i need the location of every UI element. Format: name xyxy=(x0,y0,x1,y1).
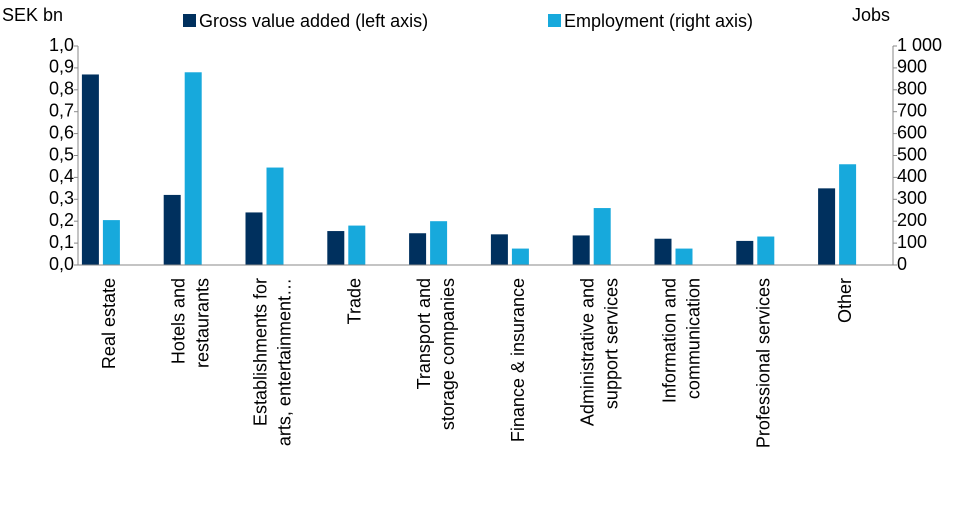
y-tick-label: 1,0 xyxy=(49,35,74,55)
y-tick-label: 0,4 xyxy=(49,166,74,186)
y2-tick-label: 0 xyxy=(897,254,907,274)
bar xyxy=(327,231,345,265)
legend-swatch xyxy=(548,14,561,27)
bar xyxy=(163,194,181,265)
y-axis-title: SEK bn xyxy=(2,5,63,25)
y2-tick-label: 400 xyxy=(897,166,927,186)
bar xyxy=(572,235,590,265)
y-tick-label: 0,6 xyxy=(49,122,74,142)
x-tick-label: Professional services xyxy=(753,278,773,448)
bar xyxy=(593,208,611,265)
y2-tick-label: 700 xyxy=(897,100,927,120)
bar xyxy=(736,240,754,265)
y2-axis-title: Jobs xyxy=(852,5,890,25)
y2-tick-label: 500 xyxy=(897,144,927,164)
x-tick-label: Real estate xyxy=(99,278,119,369)
legend-swatch xyxy=(183,14,196,27)
bar xyxy=(818,188,836,265)
y-tick-label: 0,3 xyxy=(49,188,74,208)
bar xyxy=(490,234,508,265)
y-tick-label: 0,1 xyxy=(49,232,74,252)
y-tick-label: 0,8 xyxy=(49,79,74,99)
x-tick-label: Establishments for arts, entertainment… xyxy=(250,278,294,446)
bar xyxy=(654,238,672,265)
x-tick-label: Administrative and support services xyxy=(577,278,621,426)
bar xyxy=(511,248,529,265)
x-tick-label: Transport and storage companies xyxy=(414,278,458,430)
bar xyxy=(184,72,202,265)
bar xyxy=(757,236,775,265)
y2-tick-label: 1 000 xyxy=(897,35,942,55)
y2-tick-label: 900 xyxy=(897,57,927,77)
y2-tick-label: 600 xyxy=(897,122,927,142)
legend-label: Gross value added (left axis) xyxy=(199,11,428,31)
y-tick-label: 0,0 xyxy=(49,254,74,274)
y-tick-label: 0,5 xyxy=(49,144,74,164)
y-tick-label: 0,9 xyxy=(49,57,74,77)
bar xyxy=(266,167,284,265)
bar xyxy=(409,233,427,265)
x-tick-label: Trade xyxy=(344,278,364,324)
bar xyxy=(245,212,263,265)
legend-label: Employment (right axis) xyxy=(564,11,753,31)
x-tick-label: Hotels and restaurants xyxy=(168,278,212,368)
y-tick-label: 0,2 xyxy=(49,210,74,230)
x-tick-label: Other xyxy=(835,278,855,323)
bar xyxy=(675,248,693,265)
x-tick-label: Information and communication xyxy=(659,278,703,403)
y2-tick-label: 200 xyxy=(897,210,927,230)
bar xyxy=(102,220,120,265)
x-tick-label: Finance & insurance xyxy=(508,278,528,442)
y2-tick-label: 300 xyxy=(897,188,927,208)
bar xyxy=(81,74,99,265)
y2-tick-label: 100 xyxy=(897,232,927,252)
bar xyxy=(430,221,448,265)
bar xyxy=(348,225,366,265)
y2-tick-label: 800 xyxy=(897,79,927,99)
y-tick-label: 0,7 xyxy=(49,100,74,120)
bar xyxy=(839,164,857,265)
